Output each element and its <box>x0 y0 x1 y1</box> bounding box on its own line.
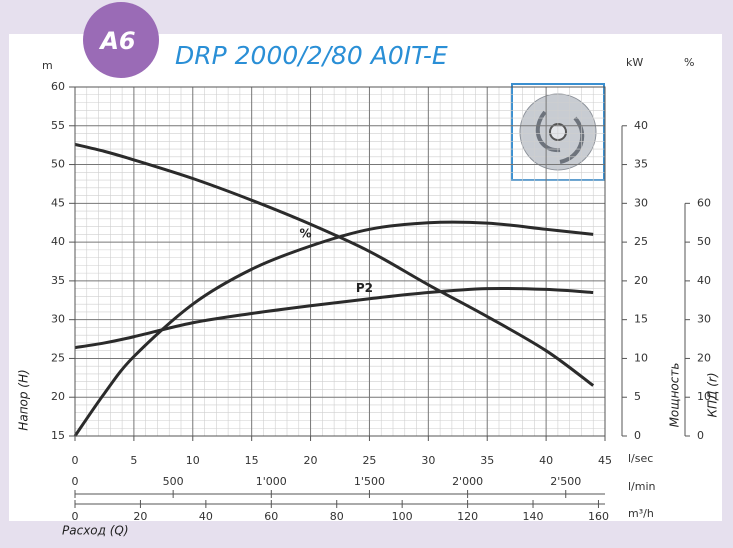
y2-tick-label: 35 <box>634 158 648 171</box>
y-tick-label: 40 <box>51 235 65 248</box>
x-tick-label: 5 <box>130 454 137 467</box>
x-tick-label: 30 <box>421 454 435 467</box>
x2-tick-label: 500 <box>163 475 184 488</box>
y2-tick-label: 15 <box>634 313 648 326</box>
impeller-vane <box>535 110 561 153</box>
y-tick-label: 20 <box>51 390 65 403</box>
panel <box>9 34 722 521</box>
y2-tick-label: 10 <box>634 351 648 364</box>
y3-tick-label: 50 <box>697 235 711 248</box>
x3-tick-label: 0 <box>72 510 79 523</box>
y3-tick-label: 20 <box>697 351 711 364</box>
y2-axis-label: Мощность <box>668 363 682 428</box>
badge-circle <box>83 2 159 78</box>
x3-tick-label: 20 <box>133 510 147 523</box>
x3-tick-label: 80 <box>330 510 344 523</box>
x3-tick-label: 40 <box>199 510 213 523</box>
y-tick-label: 45 <box>51 196 65 209</box>
y2-tick-label: 40 <box>634 119 648 132</box>
x3-tick-label: 100 <box>392 510 413 523</box>
x3-tick-label: 140 <box>523 510 544 523</box>
x3-tick-label: 120 <box>457 510 478 523</box>
x-tick-label: 35 <box>480 454 494 467</box>
x-tick-label: 20 <box>304 454 318 467</box>
x-tick-label: 25 <box>362 454 376 467</box>
x-tick-label: 0 <box>72 454 79 467</box>
x-tick-label: 15 <box>245 454 259 467</box>
y-tick-label: 50 <box>51 158 65 171</box>
y3-tick-label: 10 <box>697 390 711 403</box>
y2-tick-label: 20 <box>634 274 648 287</box>
x3-unit: m³/h <box>628 507 654 520</box>
curve-label: P2 <box>356 281 373 295</box>
x2-tick-label: 1'000 <box>256 475 287 488</box>
y3-unit: % <box>684 56 694 69</box>
x-tick-label: 40 <box>539 454 553 467</box>
y-tick-label: 55 <box>51 119 65 132</box>
x-axis-label: Расход (Q) <box>62 524 129 538</box>
y3-tick-label: 60 <box>697 196 711 209</box>
y3-tick-label: 40 <box>697 274 711 287</box>
y2-tick-label: 5 <box>634 390 641 403</box>
y-tick-label: 35 <box>51 274 65 287</box>
impeller-vane <box>559 116 585 164</box>
curve-label: % <box>300 226 312 240</box>
x2-tick-label: 1'500 <box>354 475 385 488</box>
x2-unit: l/min <box>628 480 656 493</box>
y3-tick-label: 0 <box>697 429 704 442</box>
y2-tick-label: 30 <box>634 196 648 209</box>
y2-tick-label: 25 <box>634 235 648 248</box>
x-tick-label: 10 <box>186 454 200 467</box>
curve <box>73 220 594 437</box>
x2-tick-label: 2'500 <box>550 475 581 488</box>
y-axis-label: Напор (H) <box>17 369 31 430</box>
y-tick-label: 60 <box>51 80 65 93</box>
x-tick-label: 45 <box>598 454 612 467</box>
y-tick-label: 25 <box>51 351 65 364</box>
x3-tick-label: 160 <box>588 510 609 523</box>
curve <box>74 142 595 387</box>
y-unit: m <box>42 59 53 72</box>
curve <box>74 286 594 350</box>
x-unit: l/sec <box>628 452 653 465</box>
x2-tick-label: 0 <box>72 475 79 488</box>
chart-title: DRP 2000/2/80 A0IT-E <box>175 41 448 70</box>
y3-tick-label: 30 <box>697 313 711 326</box>
y3-axis-label: КПД (r) <box>706 372 720 417</box>
y-tick-label: 30 <box>51 313 65 326</box>
x2-tick-label: 2'000 <box>452 475 483 488</box>
x3-tick-label: 60 <box>264 510 278 523</box>
y2-tick-label: 0 <box>634 429 641 442</box>
plot-frame <box>74 86 606 437</box>
y2-unit: kW <box>626 56 643 69</box>
y-tick-label: 15 <box>51 429 65 442</box>
badge-text: A6 <box>98 27 135 55</box>
